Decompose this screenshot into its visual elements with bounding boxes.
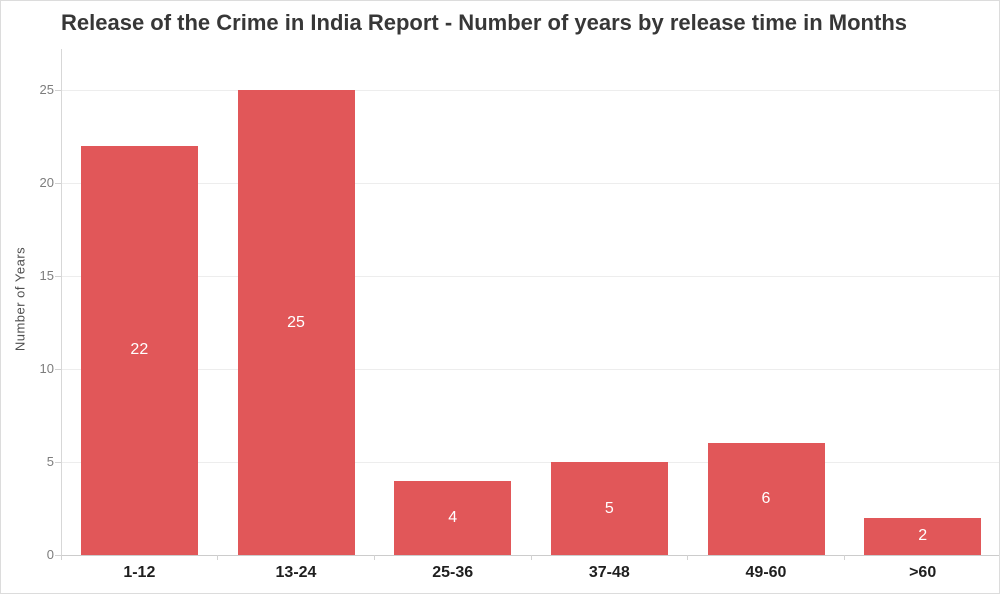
x-tick bbox=[373, 555, 375, 560]
bar-37-48[interactable] bbox=[550, 462, 668, 555]
x-tick-label: 13-24 bbox=[275, 564, 317, 581]
gridline-25 bbox=[61, 89, 999, 91]
x-tick-label: 25-36 bbox=[432, 564, 474, 581]
y-axis-line bbox=[61, 49, 62, 560]
gridline-15 bbox=[61, 275, 999, 277]
x-tick bbox=[843, 555, 845, 560]
bar-value-label: 4 bbox=[448, 508, 458, 526]
bar-value-label: 6 bbox=[761, 490, 771, 508]
y-tick-label: 0 bbox=[46, 547, 54, 562]
gridline-20 bbox=[61, 182, 999, 184]
bar-value-label: 2 bbox=[918, 527, 928, 545]
x-tick bbox=[530, 555, 532, 560]
x-tick-label: >60 bbox=[909, 564, 937, 581]
y-tick-15 bbox=[55, 275, 61, 277]
y-tick-25 bbox=[55, 89, 61, 91]
y-tick-label: 15 bbox=[39, 268, 54, 283]
x-tick bbox=[60, 555, 62, 560]
y-tick-label: 20 bbox=[39, 175, 54, 190]
x-tick bbox=[687, 555, 689, 560]
y-tick-label: 5 bbox=[46, 454, 54, 469]
gridline-0 bbox=[61, 554, 999, 556]
y-axis-title: Number of Years bbox=[12, 246, 28, 352]
chart-title: Release of the Crime in India Report - N… bbox=[61, 10, 907, 35]
x-tick-label: 49-60 bbox=[745, 564, 787, 581]
y-tick-0 bbox=[55, 554, 61, 556]
x-tick-label: 37-48 bbox=[588, 564, 630, 581]
gridline-10 bbox=[61, 368, 999, 370]
x-tick-label: 1-12 bbox=[123, 564, 156, 581]
gridline-5 bbox=[61, 461, 999, 463]
bar-value-label: 22 bbox=[130, 341, 149, 359]
y-tick-20 bbox=[55, 182, 61, 184]
y-tick-5 bbox=[55, 461, 61, 463]
bar-1-12[interactable] bbox=[80, 145, 198, 555]
bar->60[interactable] bbox=[864, 517, 982, 555]
y-tick-10 bbox=[55, 368, 61, 370]
bar-13-24[interactable] bbox=[237, 90, 355, 555]
y-tick-label: 25 bbox=[39, 82, 54, 97]
bar-value-label: 25 bbox=[287, 313, 305, 331]
y-tick-label: 10 bbox=[39, 361, 54, 376]
bar-49-60[interactable] bbox=[707, 443, 825, 555]
bar-value-label: 5 bbox=[604, 499, 614, 517]
x-tick bbox=[217, 555, 219, 560]
bar-25-36[interactable] bbox=[394, 480, 512, 555]
